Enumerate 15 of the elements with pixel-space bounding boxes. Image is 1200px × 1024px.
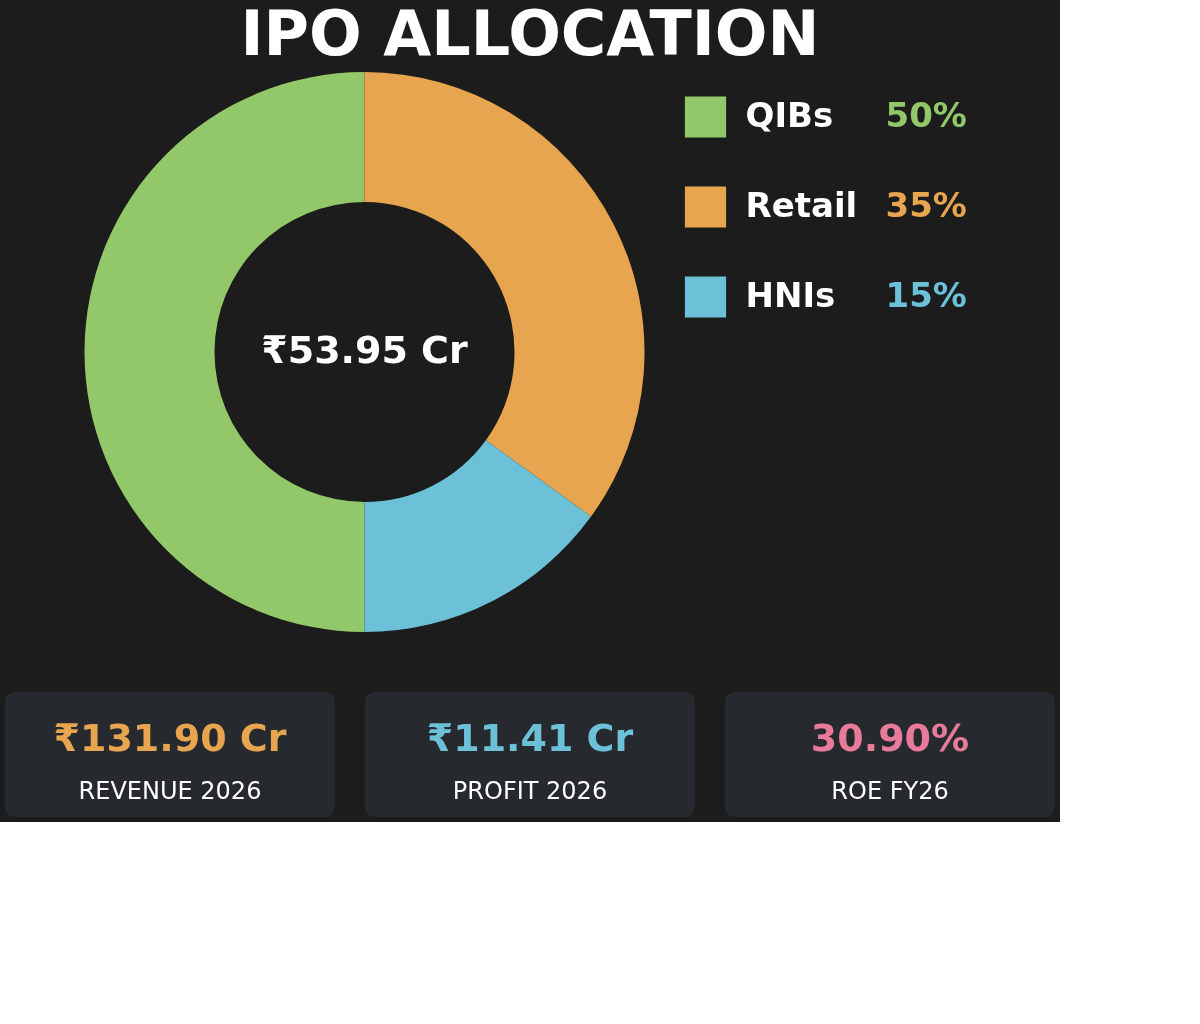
text: 30.90% [810, 716, 970, 760]
chart-title: IPO ALLOCATION [240, 0, 820, 70]
data-label: 50% [885, 95, 967, 135]
text: ₹11.41 Cr [426, 716, 634, 760]
text: ₹131.90 Cr [53, 716, 287, 760]
text: ₹53.95 Cr [261, 328, 468, 372]
text: REVENUE 2026 [78, 777, 262, 805]
legend-label: Retail [745, 185, 858, 225]
text: PROFIT 2026 [452, 777, 608, 805]
data-label: 35% [885, 185, 967, 225]
data-label: 15% [885, 275, 967, 315]
legend-label: HNIs [745, 275, 836, 315]
donut-slice [364, 440, 592, 632]
legend-label: QIBs [745, 95, 834, 135]
text: ROE FY26 [831, 777, 949, 805]
